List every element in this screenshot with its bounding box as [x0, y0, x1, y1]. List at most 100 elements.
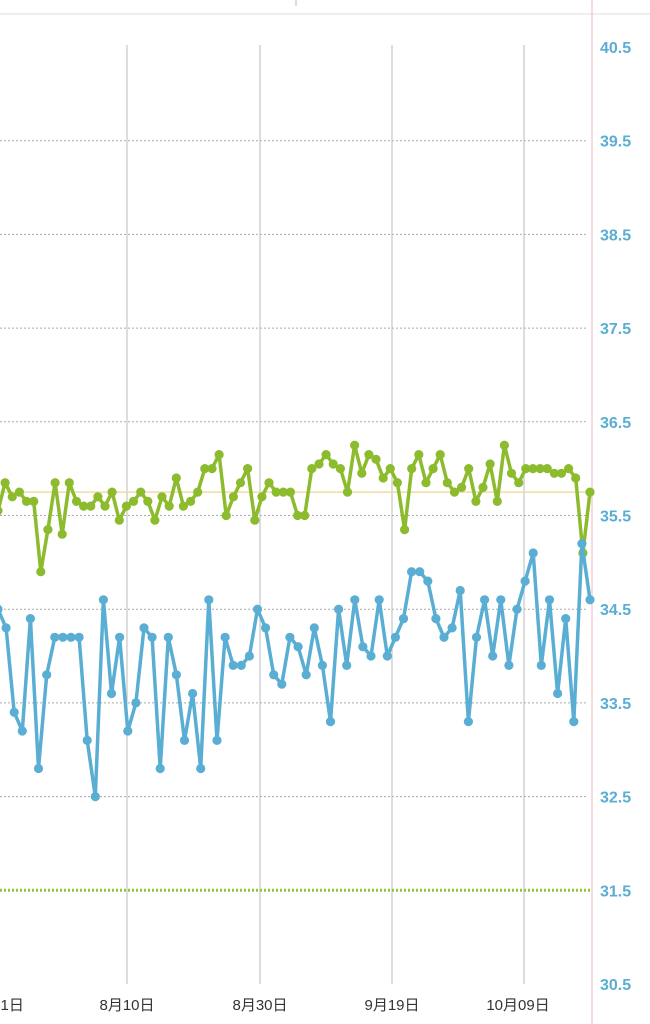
data-point [521, 464, 531, 474]
data-point [471, 632, 482, 642]
data-point [50, 632, 60, 642]
data-point [544, 595, 555, 605]
data-point [492, 496, 502, 506]
data-point [577, 539, 587, 549]
y-axis: 40.5 39.5 38.5 37.5 36.5 35.5 34.5 33.5 32.5 31.5… [600, 40, 631, 994]
data-point [236, 660, 246, 671]
x-axis: 21日 8月10日 8月30日 9月19日 10月09日 [0, 997, 550, 1014]
data-point [207, 464, 217, 474]
data-point [25, 614, 35, 624]
data-point [400, 525, 410, 535]
data-point [277, 679, 287, 689]
data-point [455, 585, 465, 596]
data-point [204, 595, 214, 605]
data-point [228, 492, 238, 502]
data-point [350, 595, 360, 605]
data-point [485, 459, 495, 469]
data-point [171, 670, 181, 680]
data-point [221, 510, 231, 521]
data-point [374, 595, 384, 605]
data-point [74, 632, 84, 642]
series [0, 440, 595, 802]
data-point [114, 515, 124, 525]
x-tick-label: 9月19日 [364, 997, 419, 1014]
data-point [585, 595, 595, 605]
data-point [264, 478, 274, 488]
data-point [220, 632, 230, 642]
data-point [561, 614, 571, 624]
data-point [71, 496, 82, 506]
data-point [553, 688, 563, 699]
y-tick-label: 32.5 [600, 790, 631, 807]
data-point [157, 492, 167, 502]
data-point [398, 614, 409, 624]
data-point [82, 735, 92, 746]
data-point [252, 604, 263, 614]
data-point [390, 632, 400, 642]
y-tick-label: 36.5 [600, 415, 631, 432]
data-point [335, 464, 345, 474]
data-point [200, 464, 210, 474]
data-point [307, 464, 317, 474]
data-point [407, 464, 417, 474]
x-tick-label: 10月09日 [486, 997, 549, 1014]
data-point [29, 496, 39, 506]
data-point [285, 632, 295, 642]
data-point [261, 623, 271, 633]
data-point [378, 473, 388, 483]
data-point [480, 595, 490, 605]
data-point [421, 478, 431, 488]
data-point [17, 726, 27, 736]
y-tick-label: 31.5 [600, 883, 631, 900]
data-point [488, 651, 498, 661]
data-point [439, 632, 449, 642]
data-point [7, 492, 17, 502]
data-point [314, 459, 324, 469]
data-point [244, 651, 254, 661]
data-point [212, 735, 222, 746]
data-point [1, 623, 11, 633]
data-point [520, 576, 530, 586]
data-point [342, 487, 353, 497]
data-point [428, 464, 438, 474]
data-point [250, 515, 260, 525]
data-point [449, 487, 460, 497]
data-point [186, 496, 196, 506]
y-tick-label: 40.5 [600, 40, 631, 57]
data-point [321, 450, 331, 460]
data-point [278, 487, 288, 497]
data-point [64, 478, 74, 488]
data-point [407, 567, 417, 577]
data-point [98, 595, 108, 605]
data-point [57, 529, 67, 539]
data-point [243, 464, 253, 474]
data-point [506, 468, 517, 478]
data-point [499, 440, 509, 450]
y-tick-label: 39.5 [600, 134, 631, 151]
data-point [269, 670, 279, 680]
data-point [0, 478, 10, 488]
data-point [285, 487, 295, 497]
data-point [9, 707, 19, 717]
data-point [115, 632, 125, 642]
x-tick-label: 8月30日 [232, 997, 287, 1014]
data-point [50, 478, 60, 488]
data-point [471, 496, 481, 506]
data-point [431, 614, 441, 624]
data-point [155, 763, 165, 774]
data-point [585, 487, 595, 497]
data-point [79, 501, 89, 511]
data-point [536, 660, 546, 671]
data-point [193, 487, 203, 497]
data-point [382, 651, 392, 661]
data-point [107, 487, 117, 497]
data-point [385, 464, 395, 474]
y-tick-label: 33.5 [600, 696, 631, 713]
data-point [58, 632, 68, 642]
data-point [564, 464, 574, 474]
data-point [123, 726, 133, 736]
data-point [196, 763, 206, 774]
y-tick-label: 35.5 [600, 509, 631, 526]
data-point [300, 510, 310, 521]
